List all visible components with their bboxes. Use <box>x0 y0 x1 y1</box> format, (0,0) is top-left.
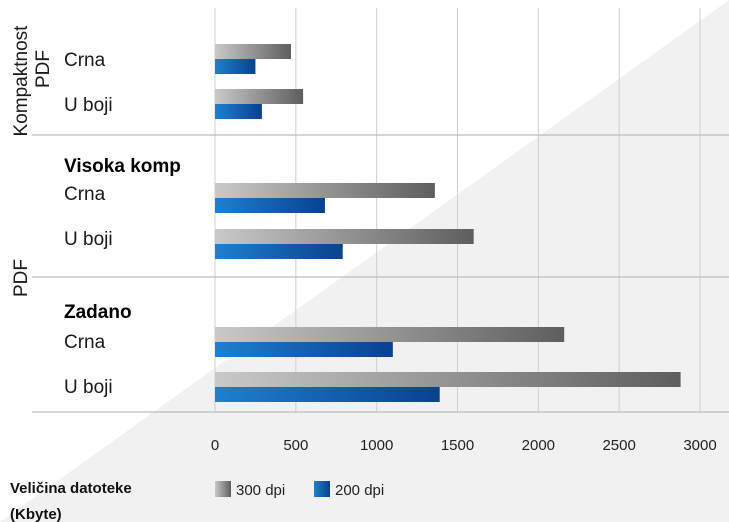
x-tick-label: 2000 <box>522 437 555 454</box>
group-title: Zadano <box>64 302 132 323</box>
side-label-line: PDF <box>33 50 54 88</box>
row-label: Crna <box>64 332 106 353</box>
row-label: U boji <box>64 377 113 398</box>
row-label: Crna <box>64 184 106 205</box>
bar-200dpi <box>215 342 393 357</box>
group-title: Visoka komp <box>64 156 181 177</box>
bar-300dpi <box>215 229 474 244</box>
bar-300dpi <box>215 183 435 198</box>
bar-300dpi <box>215 372 681 387</box>
legend-label: 200 dpi <box>335 482 384 499</box>
bar-300dpi <box>215 44 291 59</box>
x-tick-label: 1000 <box>360 437 393 454</box>
bar-300dpi <box>215 89 304 104</box>
x-axis-title: Veličina datoteke <box>10 480 132 497</box>
bar-200dpi <box>215 104 262 119</box>
row-label: U boji <box>64 229 113 250</box>
legend-label: 300 dpi <box>236 482 285 499</box>
bar-200dpi <box>215 244 343 259</box>
bar-200dpi <box>215 198 325 213</box>
x-axis-title: (Kbyte) <box>10 506 62 522</box>
legend-swatch <box>215 481 231 497</box>
bar-300dpi <box>215 327 565 342</box>
bar-200dpi <box>215 387 440 402</box>
legend-swatch <box>314 481 330 497</box>
row-label: Crna <box>64 50 106 71</box>
bar-200dpi <box>215 59 256 74</box>
row-label: U boji <box>64 95 113 116</box>
x-tick-label: 3000 <box>683 437 716 454</box>
x-tick-label: 500 <box>283 437 308 454</box>
x-tick-label: 0 <box>211 437 219 454</box>
side-label-line: Kompaktnost <box>11 25 32 137</box>
side-label-line: PDF <box>11 259 32 297</box>
x-tick-label: 1500 <box>441 437 474 454</box>
x-tick-label: 2500 <box>602 437 635 454</box>
